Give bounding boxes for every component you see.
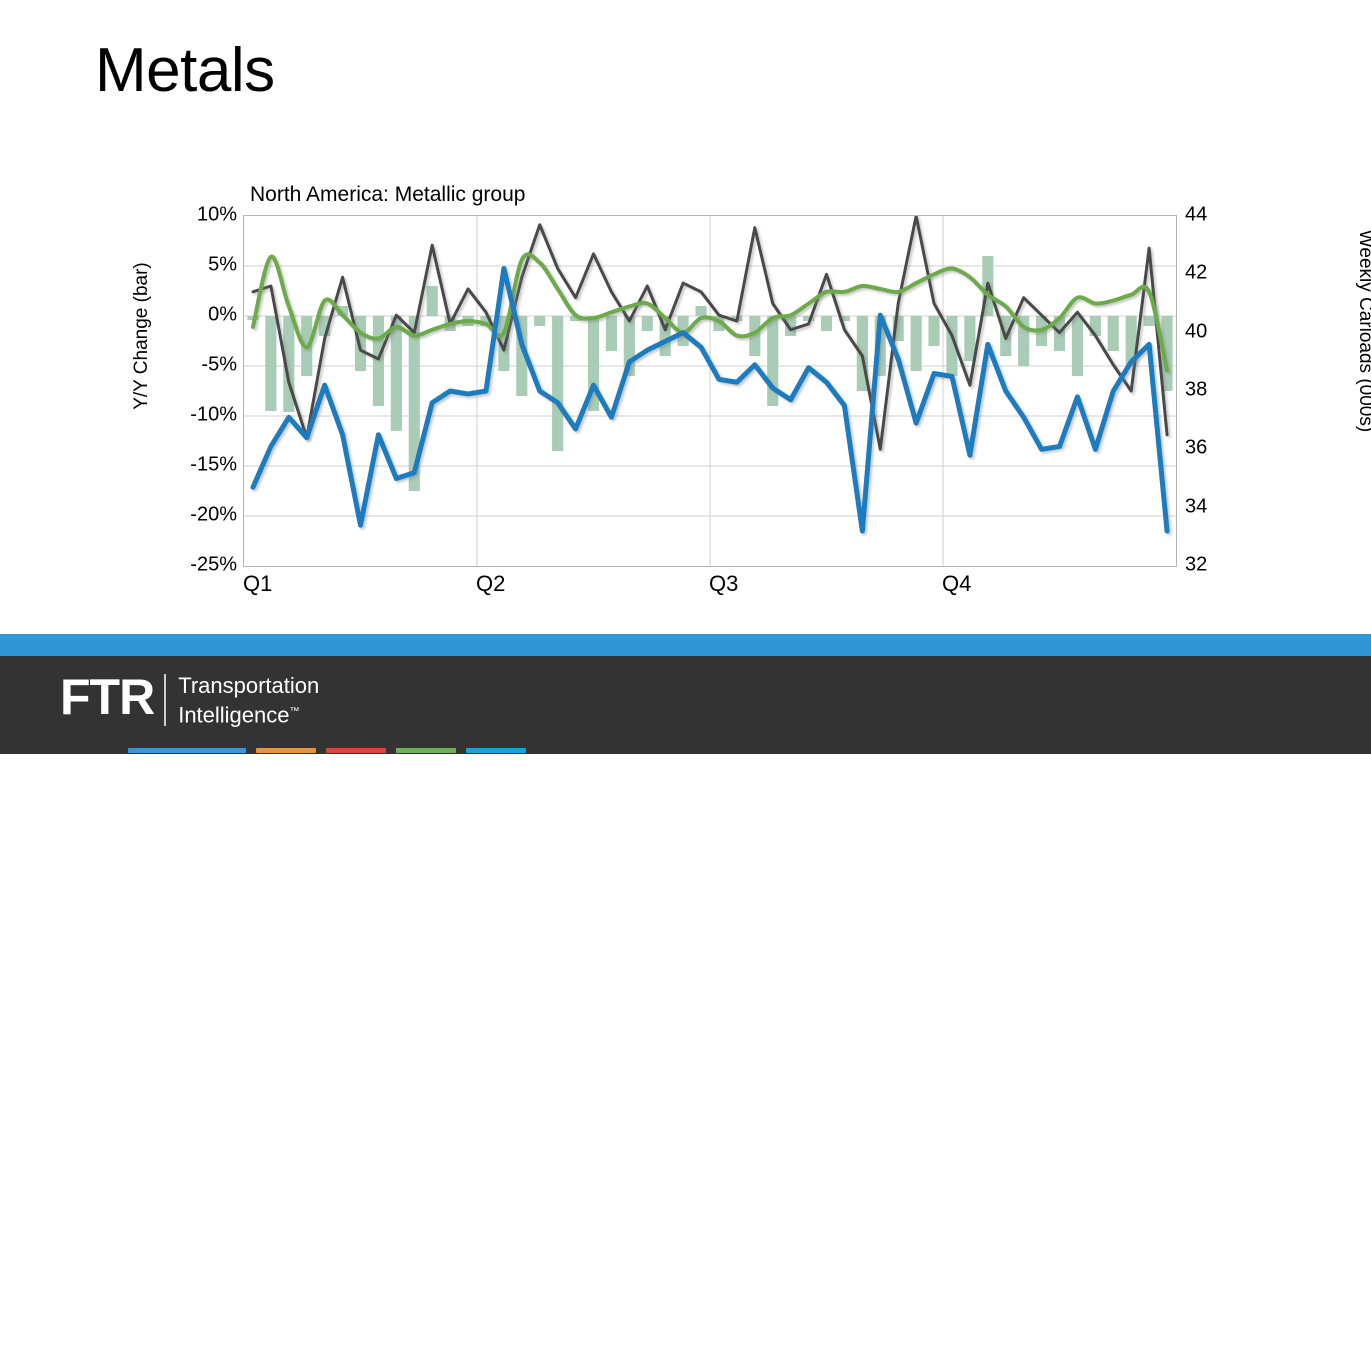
left-tick-3: -5%: [201, 353, 237, 376]
accent-bar: [0, 634, 1371, 656]
x-tick-q1: Q1: [243, 571, 273, 596]
x-tick-q4: Q4: [942, 571, 972, 596]
chart-container: North America: Metallic group Y/Y Change…: [85, 175, 1371, 733]
logo-dash-4: [466, 748, 526, 753]
left-tick-1: 5%: [208, 253, 237, 276]
trademark-icon: ™: [289, 706, 300, 717]
logo-dash-1: [256, 748, 316, 753]
logo-tagline-line1: Transportation: [178, 673, 320, 698]
page-title: Metals: [95, 36, 275, 105]
left-tick-6: -20%: [190, 503, 237, 526]
right-tick-0: 44: [1185, 203, 1208, 226]
right-tick-6: 32: [1185, 553, 1208, 576]
logo-dash-3: [396, 748, 456, 753]
left-tick-2: 0%: [208, 303, 237, 326]
plot-area: [243, 215, 1177, 567]
left-tick-7: -25%: [190, 553, 237, 576]
logo-tagline: Transportation Intelligence™: [178, 672, 319, 728]
logo-dash-2: [326, 748, 386, 753]
right-tick-2: 40: [1185, 320, 1208, 343]
x-axis-tick-labels: Q1 Q2 Q3 Q4: [243, 571, 1177, 605]
chart-subtitle: North America: Metallic group: [250, 183, 526, 206]
logo-tagline-line2: Intelligence™: [178, 699, 319, 728]
left-tick-0: 10%: [196, 203, 237, 226]
logo-divider: [164, 674, 167, 726]
right-tick-1: 42: [1185, 261, 1208, 284]
left-axis-title: Y/Y Change (bar): [131, 262, 152, 410]
x-tick-q2: Q2: [476, 571, 506, 596]
logo-dashes: [128, 748, 526, 753]
ftr-logo-mark: FTR: [60, 669, 155, 725]
right-axis-tick-labels: 44 42 40 38 36 34 32: [1185, 204, 1245, 576]
footer: FTR Transportation Intelligence™ Source:…: [0, 656, 1371, 1371]
logo-dash-0: [128, 748, 246, 753]
chart-svg: [244, 216, 1176, 566]
right-tick-5: 34: [1185, 495, 1208, 518]
right-tick-4: 36: [1185, 436, 1208, 459]
x-tick-q3: Q3: [709, 571, 739, 596]
logo-tagline-line2-text: Intelligence: [178, 702, 290, 728]
right-tick-3: 38: [1185, 378, 1208, 401]
right-axis-title: Weekly Carloads (000s): [1355, 229, 1371, 433]
left-tick-4: -10%: [190, 403, 237, 426]
ftr-logo: FTR Transportation Intelligence™: [60, 672, 319, 728]
left-tick-5: -15%: [190, 453, 237, 476]
slide: Metals North America: Metallic group Y/Y…: [0, 36, 1371, 1371]
source-note: Source: Association of American Railroad…: [573, 1346, 1054, 1371]
left-axis-tick-labels: 10% 5% 0% -5% -10% -15% -20% -25%: [155, 204, 237, 576]
